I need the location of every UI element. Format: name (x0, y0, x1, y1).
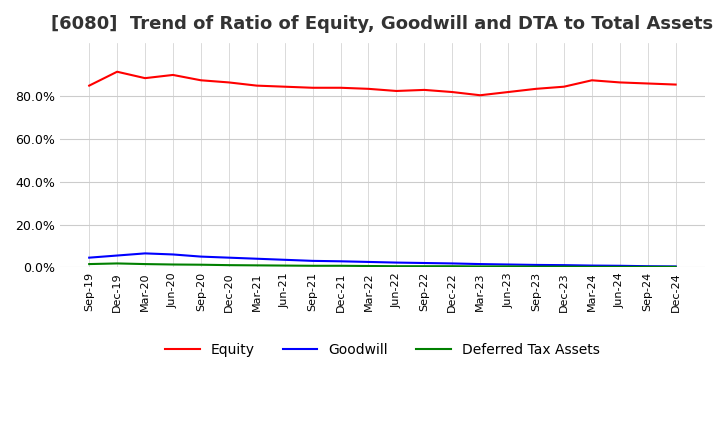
Equity (559, 84, 568, 89)
Deferred Tax Assets (225, 263, 233, 268)
Goodwill (531, 262, 540, 268)
Equity (476, 92, 485, 98)
Goodwill (364, 259, 373, 264)
Deferred Tax Assets (392, 264, 401, 269)
Legend: Equity, Goodwill, Deferred Tax Assets: Equity, Goodwill, Deferred Tax Assets (160, 337, 606, 362)
Goodwill (671, 264, 680, 269)
Deferred Tax Assets (448, 264, 456, 269)
Deferred Tax Assets (336, 263, 345, 268)
Equity (448, 89, 456, 95)
Equity (420, 87, 428, 92)
Equity (140, 76, 149, 81)
Goodwill (113, 253, 122, 258)
Equity (280, 84, 289, 89)
Deferred Tax Assets (559, 264, 568, 269)
Equity (197, 77, 205, 83)
Goodwill (504, 262, 513, 267)
Goodwill (168, 252, 177, 257)
Equity (588, 77, 596, 83)
Deferred Tax Assets (616, 264, 624, 269)
Goodwill (336, 259, 345, 264)
Goodwill (392, 260, 401, 265)
Deferred Tax Assets (504, 264, 513, 269)
Equity (168, 72, 177, 77)
Deferred Tax Assets (644, 264, 652, 269)
Equity (504, 89, 513, 95)
Equity (644, 81, 652, 86)
Goodwill (85, 255, 94, 260)
Deferred Tax Assets (280, 263, 289, 268)
Deferred Tax Assets (588, 264, 596, 269)
Equity (225, 80, 233, 85)
Goodwill (308, 258, 317, 264)
Goodwill (588, 263, 596, 268)
Equity (616, 80, 624, 85)
Deferred Tax Assets (671, 264, 680, 269)
Goodwill (420, 260, 428, 266)
Line: Equity: Equity (89, 72, 675, 95)
Goodwill (644, 264, 652, 269)
Deferred Tax Assets (531, 264, 540, 269)
Equity (113, 69, 122, 74)
Goodwill (253, 256, 261, 261)
Deferred Tax Assets (420, 264, 428, 269)
Line: Deferred Tax Assets: Deferred Tax Assets (89, 264, 675, 267)
Title: [6080]  Trend of Ratio of Equity, Goodwill and DTA to Total Assets: [6080] Trend of Ratio of Equity, Goodwil… (51, 15, 714, 33)
Deferred Tax Assets (85, 261, 94, 267)
Goodwill (476, 261, 485, 267)
Deferred Tax Assets (168, 262, 177, 267)
Equity (336, 85, 345, 90)
Goodwill (280, 257, 289, 262)
Deferred Tax Assets (476, 264, 485, 269)
Goodwill (140, 251, 149, 256)
Deferred Tax Assets (113, 261, 122, 266)
Equity (85, 83, 94, 88)
Deferred Tax Assets (364, 264, 373, 269)
Goodwill (197, 254, 205, 259)
Equity (392, 88, 401, 94)
Equity (364, 86, 373, 92)
Deferred Tax Assets (253, 263, 261, 268)
Equity (531, 86, 540, 92)
Line: Goodwill: Goodwill (89, 253, 675, 267)
Goodwill (559, 263, 568, 268)
Deferred Tax Assets (308, 263, 317, 268)
Equity (308, 85, 317, 90)
Equity (253, 83, 261, 88)
Goodwill (225, 255, 233, 260)
Goodwill (616, 263, 624, 268)
Deferred Tax Assets (197, 262, 205, 268)
Deferred Tax Assets (140, 261, 149, 267)
Equity (671, 82, 680, 87)
Goodwill (448, 261, 456, 266)
